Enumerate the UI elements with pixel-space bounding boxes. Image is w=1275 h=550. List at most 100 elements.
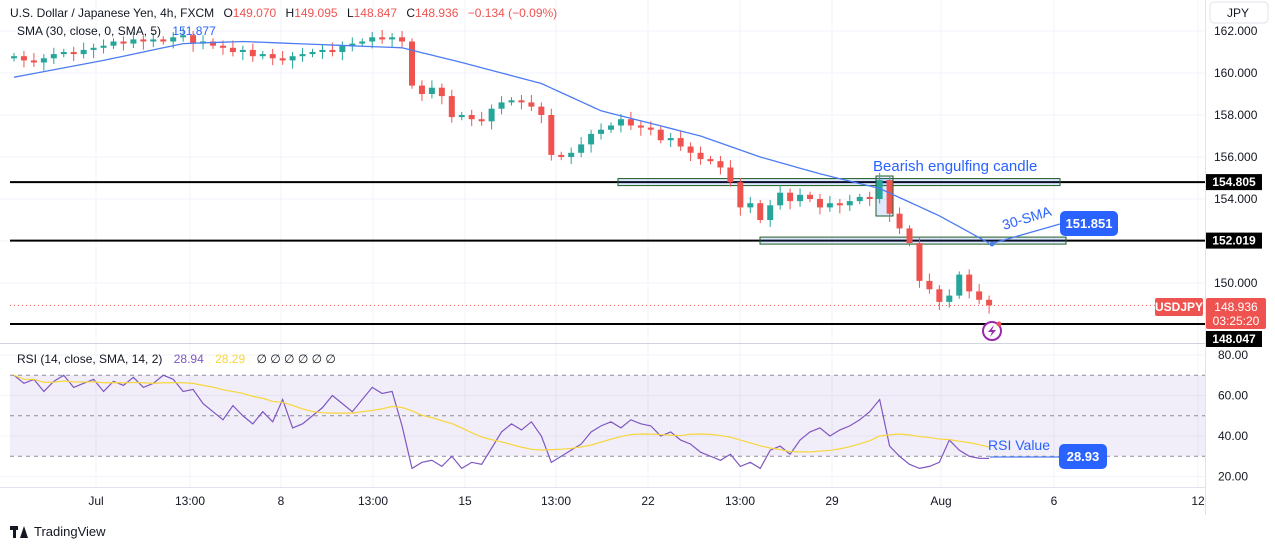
- bearish-engulfing-label[interactable]: Bearish engulfing candle: [873, 158, 1037, 175]
- candle-down: [20, 50, 27, 68]
- rsi-value-box[interactable]: [1059, 444, 1107, 469]
- candle-down: [757, 200, 764, 224]
- candle-body: [538, 106, 545, 115]
- time-tick-label: 29: [825, 494, 839, 508]
- candle-body: [170, 37, 177, 42]
- sma-anchor-point[interactable]: [989, 241, 995, 247]
- sma-legend-value: 151.877: [172, 24, 216, 38]
- symbol-legend[interactable]: U.S. Dollar / Japanese Yen, 4h, FXCM O14…: [10, 6, 557, 20]
- time-tick-label: 13:00: [725, 494, 755, 508]
- candle-up: [130, 32, 137, 49]
- candle-down: [697, 146, 704, 165]
- resistance-zone-box[interactable]: [617, 178, 1061, 187]
- candle-down: [976, 284, 983, 305]
- candle-down: [518, 95, 525, 110]
- rsi-legend[interactable]: RSI (14, close, SMA, 14, 2) 28.94 28.29 …: [17, 352, 336, 366]
- candle-up: [349, 37, 356, 52]
- candle-body: [936, 289, 943, 302]
- open-label: O: [223, 6, 232, 20]
- rsi-tick-label: 40.00: [1218, 429, 1248, 443]
- close-label: C: [406, 6, 415, 20]
- candle-down: [160, 36, 167, 45]
- candle-body: [20, 56, 27, 61]
- time-axis-border: [0, 487, 1205, 488]
- candle-body: [926, 280, 933, 290]
- time-tick-label: 8: [278, 494, 285, 508]
- brand-name: TradingView: [34, 524, 106, 539]
- candle-up: [598, 123, 605, 140]
- price-tick-label: 154.000: [1214, 192, 1258, 206]
- price-axis-border: [1205, 0, 1206, 515]
- time-tick-label: Jul: [88, 494, 103, 508]
- sma-value-box[interactable]: [1060, 211, 1118, 236]
- candle-up: [617, 113, 624, 133]
- time-axis[interactable]: Jul 13:00 8 13:00 15 13:00 22 13:00 29 Aug 6 12: [88, 494, 1205, 508]
- candle-body: [777, 192, 784, 206]
- support-zone-box[interactable]: [759, 236, 1067, 245]
- price-tick-label: 162.000: [1214, 24, 1258, 38]
- pane-divider[interactable]: [0, 343, 1205, 344]
- last-price-text: 148.936: [1214, 300, 1258, 314]
- rsi-annotation-label[interactable]: RSI Value: [988, 437, 1050, 453]
- candle-body: [687, 146, 694, 153]
- candle-body: [946, 295, 953, 302]
- zone-boxes[interactable]: [617, 175, 1067, 245]
- support-resistance-lines[interactable]: [10, 181, 1205, 326]
- candle-body: [210, 41, 216, 46]
- high-label: H: [286, 6, 295, 20]
- candle-body: [478, 119, 485, 122]
- candle-up: [259, 50, 266, 60]
- candle-down: [986, 295, 993, 314]
- candle-body: [11, 56, 17, 59]
- candle-body: [349, 43, 356, 46]
- candle-up: [180, 27, 187, 42]
- candle-body: [667, 138, 674, 141]
- candle-up: [777, 185, 784, 210]
- candle-down: [637, 121, 644, 136]
- candle-body: [299, 54, 306, 57]
- candle-body: [339, 45, 346, 52]
- candle-up: [458, 111, 465, 121]
- sma-legend[interactable]: SMA (30, close, 0, SMA, 5) 151.877: [17, 24, 216, 38]
- candle-down: [468, 109, 475, 127]
- candle-down: [807, 191, 813, 203]
- candle-down: [438, 83, 445, 105]
- candle-body: [150, 39, 157, 42]
- candle-down: [70, 46, 77, 62]
- currency-button[interactable]: [1209, 1, 1269, 24]
- candle-down: [418, 80, 425, 101]
- candles: [11, 27, 993, 314]
- chart-canvas[interactable]: Bearish engulfing candle 30-SMA 151.851 …: [0, 0, 1275, 515]
- tradingview-brand[interactable]: TradingView: [10, 524, 106, 539]
- candle-up: [60, 48, 67, 58]
- candle-body: [289, 56, 296, 61]
- low-value: 148.847: [354, 6, 398, 20]
- candle-body: [598, 129, 605, 134]
- candle-body: [309, 52, 316, 55]
- level-tag-text: 152.019: [1212, 234, 1256, 248]
- candle-body: [259, 54, 266, 57]
- candle-body: [90, 47, 97, 50]
- candle-up: [667, 132, 674, 148]
- candle-down: [936, 285, 943, 311]
- candle-up: [359, 38, 366, 47]
- symbol-title: U.S. Dollar / Japanese Yen, 4h, FXCM: [10, 6, 214, 20]
- price-axis[interactable]: 154.805 152.019 148.047 162.000 160.000 158.0…: [1206, 24, 1262, 347]
- candle-up: [608, 122, 614, 133]
- rsi-ma-legend-value: 28.29: [215, 352, 245, 366]
- candle-body: [757, 203, 764, 220]
- candle-body: [50, 54, 57, 59]
- candle-up: [50, 47, 57, 64]
- lightning-event-icon[interactable]: [982, 321, 1002, 341]
- candle-down: [140, 35, 147, 50]
- rsi-axis[interactable]: 80.00 60.00 40.00 20.00: [1218, 348, 1248, 484]
- candle-up: [578, 137, 585, 158]
- time-tick-label: 13:00: [175, 494, 205, 508]
- close-value: 148.936: [415, 6, 459, 20]
- candle-body: [488, 108, 495, 122]
- candle-body: [906, 228, 913, 244]
- candle-body: [976, 291, 983, 300]
- open-value: 149.070: [233, 6, 277, 20]
- candle-body: [836, 203, 843, 206]
- candle-body: [468, 115, 475, 120]
